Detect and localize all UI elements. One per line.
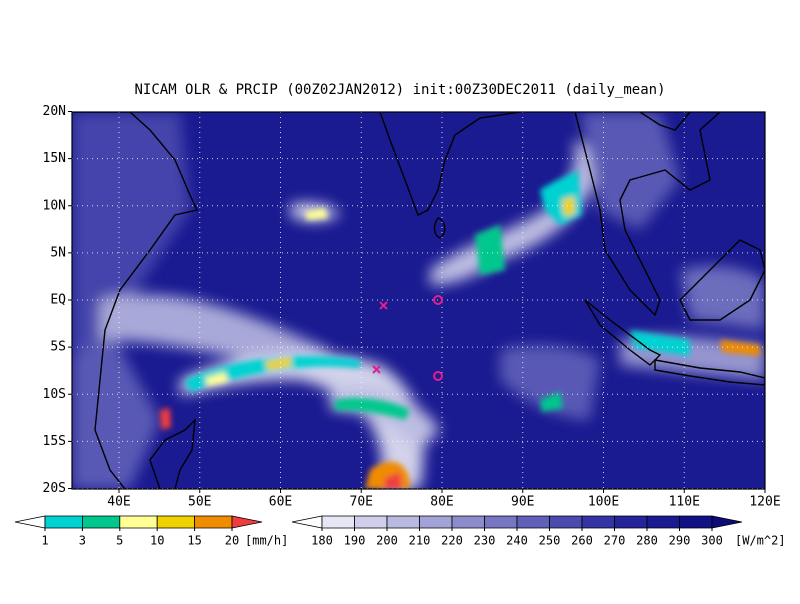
colorbar-swatch xyxy=(44,515,83,529)
lat-label: EQ xyxy=(50,293,66,308)
colorbar-swatch xyxy=(291,515,323,529)
colorbar-swatch xyxy=(679,515,713,529)
colorbar-swatch xyxy=(646,515,680,529)
colorbar-swatch xyxy=(82,515,121,529)
lat-label: 20N xyxy=(43,104,66,119)
lon-label: 60E xyxy=(269,495,292,510)
lon-label: 120E xyxy=(749,495,780,510)
colorbar-label: 260 xyxy=(571,534,593,548)
station-markers xyxy=(372,295,443,381)
marker-cross xyxy=(379,301,388,310)
colorbar-label: 250 xyxy=(539,534,561,548)
colorbar-label: 190 xyxy=(344,534,366,548)
lat-label: 15N xyxy=(43,151,66,166)
colorbar-label: 210 xyxy=(409,534,431,548)
colorbar-swatch xyxy=(451,515,485,529)
colorbar-label: 290 xyxy=(669,534,691,548)
colorbar-label: 220 xyxy=(441,534,463,548)
lon-label: 40E xyxy=(107,495,130,510)
lon-label: 50E xyxy=(188,495,211,510)
colorbar-swatch xyxy=(516,515,550,529)
colorbar-swatch xyxy=(119,515,158,529)
marker-circle xyxy=(433,295,443,305)
lon-label: 110E xyxy=(669,495,700,510)
lon-label: 100E xyxy=(588,495,619,510)
lat-label: 20S xyxy=(43,481,66,496)
colorbar-swatch xyxy=(231,515,263,529)
colorbar-swatch xyxy=(549,515,583,529)
marker-cross xyxy=(372,365,381,374)
cloud-field xyxy=(72,112,765,489)
colorbar-label: 20 xyxy=(225,534,239,548)
colorbar-label: 15 xyxy=(187,534,201,548)
colorbar-swatch xyxy=(484,515,518,529)
colorbar-swatch xyxy=(156,515,195,529)
colorbar-swatch xyxy=(354,515,388,529)
colorbar-unit: [mm/h] xyxy=(245,534,288,548)
colorbar-label: 200 xyxy=(376,534,398,548)
colorbar-swatch xyxy=(321,515,355,529)
coastlines xyxy=(72,112,765,489)
colorbar-label: 230 xyxy=(474,534,496,548)
precip-field xyxy=(160,170,760,489)
colorbar-swatch xyxy=(711,515,743,529)
marker-circle xyxy=(433,371,443,381)
colorbar-label: 3 xyxy=(79,534,86,548)
colorbar-label: 240 xyxy=(506,534,528,548)
colorbars: 1 3 5 10 15 20 [mm/h] 180 190 200 210 220 230 240 250 2… xyxy=(14,515,786,548)
colorbar-unit: [W/m^2] xyxy=(735,534,786,548)
colorbar-label: 270 xyxy=(604,534,626,548)
lat-label: 10S xyxy=(43,387,66,402)
colorbar-swatch xyxy=(419,515,453,529)
lat-label: 5S xyxy=(50,340,66,355)
colorbar-swatch xyxy=(614,515,648,529)
colorbar-swatch xyxy=(14,515,46,529)
colorbar-label: 300 xyxy=(701,534,723,548)
colorbar-label: 180 xyxy=(311,534,333,548)
lat-label: 5N xyxy=(50,245,66,260)
colorbar-label: 280 xyxy=(636,534,658,548)
lon-label: 90E xyxy=(511,495,534,510)
colorbar-swatch xyxy=(581,515,615,529)
lon-label: 70E xyxy=(350,495,373,510)
map-title: NICAM OLR & PRCIP (00Z02JAN2012) init:00… xyxy=(134,82,665,98)
lat-label: 10N xyxy=(43,198,66,213)
colorbar-label: 1 xyxy=(41,534,48,548)
map-field xyxy=(72,112,765,489)
colorbar-label: 10 xyxy=(150,534,164,548)
colorbar-swatch xyxy=(194,515,233,529)
lat-label: 15S xyxy=(43,434,66,449)
axis-labels: 20N 15N 10N 5N EQ 5S 10S 15S 20S 40E 50E 60E 70E 80E 9… xyxy=(43,104,781,510)
lon-label: 80E xyxy=(430,495,453,510)
colorbar-swatch xyxy=(386,515,420,529)
colorbar-label: 5 xyxy=(116,534,123,548)
